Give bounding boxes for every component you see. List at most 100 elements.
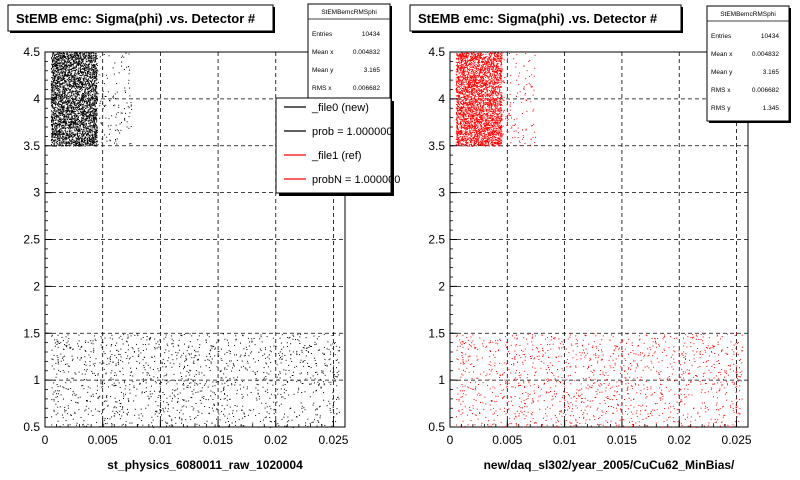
scatter-point [80,82,82,84]
scatter-point [66,89,67,91]
scatter-point [123,69,125,70]
scatter-point [147,364,149,366]
scatter-point [95,125,96,127]
scatter-point [73,128,75,130]
scatter-point [255,397,257,399]
scatter-point [84,80,86,82]
scatter-point [188,345,190,347]
scatter-point [94,335,95,337]
scatter-point [71,52,73,54]
scatter-point [86,79,88,81]
scatter-point [63,55,65,57]
scatter-point [50,120,52,122]
scatter-point [82,143,84,145]
scatter-point [85,126,87,128]
scatter-point [84,128,86,130]
scatter-point [171,338,173,340]
scatter-point [77,124,79,125]
scatter-point [73,121,75,123]
scatter-point [71,78,72,80]
scatter-point [62,75,64,77]
scatter-point [278,374,280,376]
scatter-point [62,106,63,108]
scatter-point [90,90,92,92]
scatter-point [118,363,120,365]
scatter-point [93,88,95,90]
scatter-point [68,71,70,73]
scatter-point [95,116,97,118]
scatter-point [71,108,72,110]
scatter-point [51,84,53,86]
scatter-point [70,65,72,67]
scatter-point [61,68,63,70]
scatter-point [58,76,60,78]
scatter-point [321,372,323,374]
scatter-point [218,339,220,341]
scatter-point [78,57,80,59]
scatter-point [56,82,58,84]
scatter-point [296,381,298,383]
scatter-point [75,118,77,120]
scatter-point [64,92,65,94]
scatter-point [214,394,216,396]
scatter-point [159,339,161,341]
scatter-point [55,145,57,147]
scatter-point [72,85,74,87]
scatter-point [162,379,164,381]
scatter-point [130,102,132,104]
scatter-point [119,418,121,420]
scatter-point [81,129,83,131]
scatter-point [295,339,296,341]
scatter-point [83,97,85,98]
scatter-point [167,403,169,405]
scatter-point [74,394,76,396]
scatter-point [79,75,81,76]
scatter-point [111,338,113,340]
scatter-point [73,143,75,145]
scatter-point [63,133,65,134]
scatter-point [329,358,331,360]
scatter-point [91,145,93,146]
scatter-point [97,410,99,412]
scatter-point [119,123,121,125]
scatter-point [158,370,160,372]
scatter-point [66,114,68,116]
scatter-point [71,132,73,134]
scatter-point [175,389,177,391]
scatter-point [67,407,69,409]
scatter-point [125,340,127,342]
scatter-point [161,420,163,422]
scatter-point [75,85,77,87]
scatter-point [294,366,296,368]
scatter-point [324,365,326,366]
scatter-point [64,116,66,118]
scatter-point [66,85,68,87]
scatter-point [78,144,80,146]
scatter-point [75,121,77,123]
scatter-point [277,393,279,395]
scatter-point [153,426,155,428]
scatter-point [74,144,76,146]
scatter-point [101,138,103,140]
scatter-point [74,126,76,128]
scatter-point [53,410,55,412]
scatter-point [77,121,79,122]
scatter-point [83,111,85,113]
scatter-point [62,127,64,129]
scatter-point [87,127,88,129]
scatter-point [71,101,73,103]
scatter-point [235,339,237,341]
scatter-point [253,358,255,360]
scatter-point [68,135,70,137]
scatter-point [69,83,71,85]
scatter-point [91,60,93,62]
scatter-point [69,70,70,72]
scatter-point [90,68,92,70]
scatter-point [56,144,58,146]
scatter-point [85,342,87,343]
scatter-point [65,56,66,58]
scatter-point [138,417,140,419]
scatter-point [197,384,199,386]
scatter-point [68,67,70,69]
